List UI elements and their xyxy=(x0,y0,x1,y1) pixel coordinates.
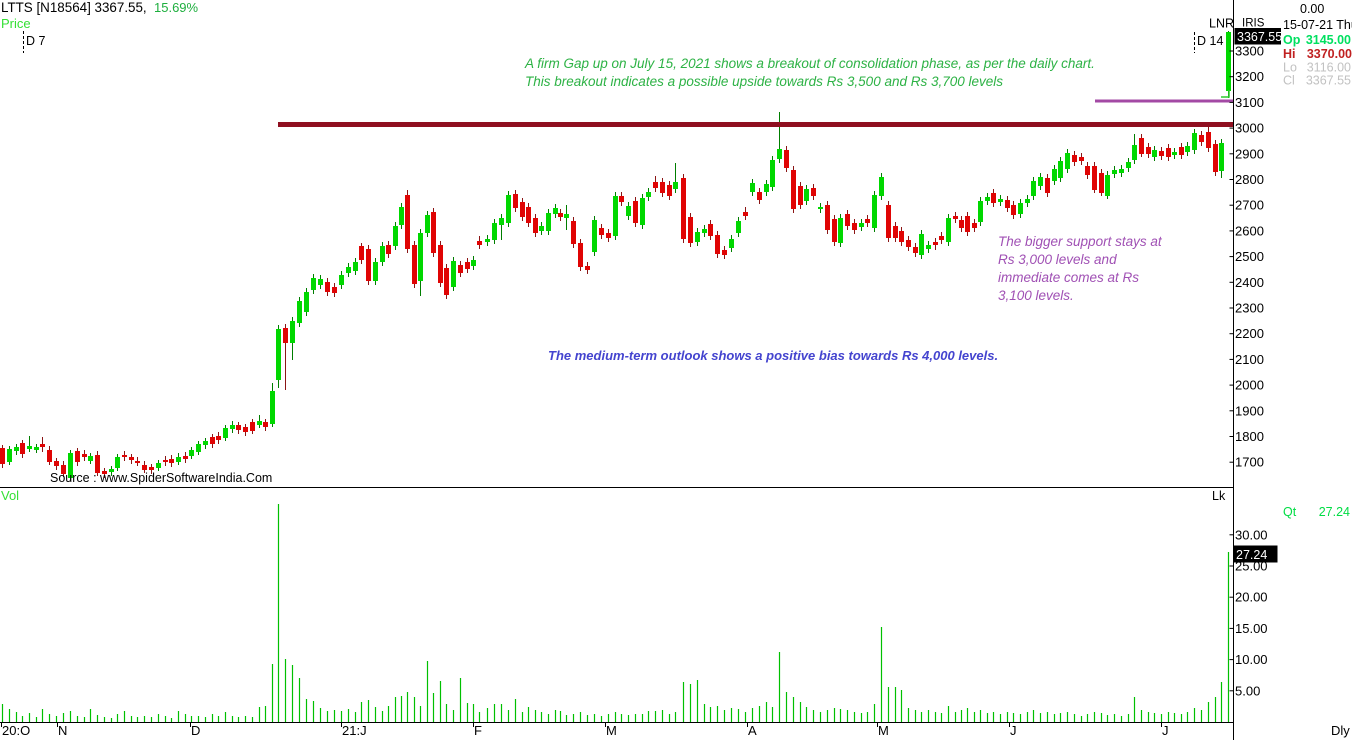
svg-text:2700: 2700 xyxy=(1235,198,1264,213)
svg-text:A: A xyxy=(748,723,757,738)
svg-text:2100: 2100 xyxy=(1235,352,1264,367)
svg-text:3,100 levels.: 3,100 levels. xyxy=(998,288,1074,303)
svg-text:1700: 1700 xyxy=(1235,455,1264,470)
svg-text:1900: 1900 xyxy=(1235,403,1264,418)
svg-text:immediate comes at Rs: immediate comes at Rs xyxy=(998,270,1139,285)
svg-text:3116.00: 3116.00 xyxy=(1307,61,1351,75)
svg-text:3100: 3100 xyxy=(1235,95,1264,110)
svg-text:Lo: Lo xyxy=(1283,61,1297,75)
svg-text:27.24: 27.24 xyxy=(1236,548,1267,562)
svg-text:15.69%: 15.69% xyxy=(154,0,199,15)
svg-text:3300: 3300 xyxy=(1235,44,1264,59)
svg-text:2000: 2000 xyxy=(1235,378,1264,393)
svg-text:2600: 2600 xyxy=(1235,223,1264,238)
svg-text:3145.00: 3145.00 xyxy=(1306,33,1351,47)
svg-text:LNR: LNR xyxy=(1209,17,1234,31)
svg-text:F: F xyxy=(474,723,482,738)
svg-text:3200: 3200 xyxy=(1235,69,1264,84)
svg-text:D 14: D 14 xyxy=(1197,34,1223,48)
svg-text:2300: 2300 xyxy=(1235,301,1264,316)
svg-text:10.00: 10.00 xyxy=(1235,652,1268,667)
svg-text:Lk: Lk xyxy=(1212,489,1226,503)
svg-text:3370.00: 3370.00 xyxy=(1307,47,1352,61)
svg-text:30.00: 30.00 xyxy=(1235,527,1268,542)
svg-text:Cl: Cl xyxy=(1283,74,1295,88)
svg-text:15-07-21 Thu: 15-07-21 Thu xyxy=(1283,18,1352,32)
svg-text:J: J xyxy=(1010,723,1017,738)
svg-text:3367.55: 3367.55 xyxy=(1237,30,1282,44)
svg-text:M: M xyxy=(606,723,617,738)
svg-text:20:O: 20:O xyxy=(2,723,30,738)
svg-text:27.24: 27.24 xyxy=(1319,505,1350,519)
svg-text:3000: 3000 xyxy=(1235,121,1264,136)
svg-text:D: D xyxy=(191,723,200,738)
svg-text:Hi: Hi xyxy=(1283,47,1296,61)
svg-text:Rs 3,000 levels and: Rs 3,000 levels and xyxy=(998,252,1117,267)
svg-text:Dly: Dly xyxy=(1331,723,1350,738)
svg-text:This breakout indicates a poss: This breakout indicates a possible upsid… xyxy=(525,74,1003,89)
svg-text:J: J xyxy=(1162,723,1169,738)
svg-text:N: N xyxy=(58,723,67,738)
svg-text:Op: Op xyxy=(1283,33,1301,47)
svg-text:Vol: Vol xyxy=(1,488,19,503)
svg-text:2500: 2500 xyxy=(1235,249,1264,264)
svg-text:20.00: 20.00 xyxy=(1235,590,1268,605)
svg-text:The medium-term outlook shows: The medium-term outlook shows a positive… xyxy=(548,348,998,363)
svg-text:0.00: 0.00 xyxy=(1300,2,1324,16)
svg-text:The bigger support stays at: The bigger support stays at xyxy=(998,234,1163,249)
svg-text:Source : www.SpiderSoftwareInd: Source : www.SpiderSoftwareIndia.Com xyxy=(50,471,272,485)
svg-text:Price: Price xyxy=(1,16,31,31)
svg-text:1800: 1800 xyxy=(1235,429,1264,444)
svg-text:2400: 2400 xyxy=(1235,275,1264,290)
svg-text:Qt: Qt xyxy=(1283,505,1297,519)
svg-text:A firm Gap up on July 15, 2021: A firm Gap up on July 15, 2021 shows a b… xyxy=(524,56,1095,71)
svg-text:LTTS [N18564] 3367.55,: LTTS [N18564] 3367.55, xyxy=(1,0,147,15)
svg-text:21:J: 21:J xyxy=(342,723,367,738)
svg-text:2800: 2800 xyxy=(1235,172,1264,187)
svg-text:15.00: 15.00 xyxy=(1235,621,1268,636)
svg-text:3367.55: 3367.55 xyxy=(1306,74,1351,88)
svg-text:IRIS: IRIS xyxy=(1242,18,1265,30)
svg-text:M: M xyxy=(878,723,889,738)
svg-text:2200: 2200 xyxy=(1235,326,1264,341)
svg-text:5.00: 5.00 xyxy=(1235,683,1260,698)
svg-text:2900: 2900 xyxy=(1235,146,1264,161)
svg-text:D 7: D 7 xyxy=(26,34,46,48)
